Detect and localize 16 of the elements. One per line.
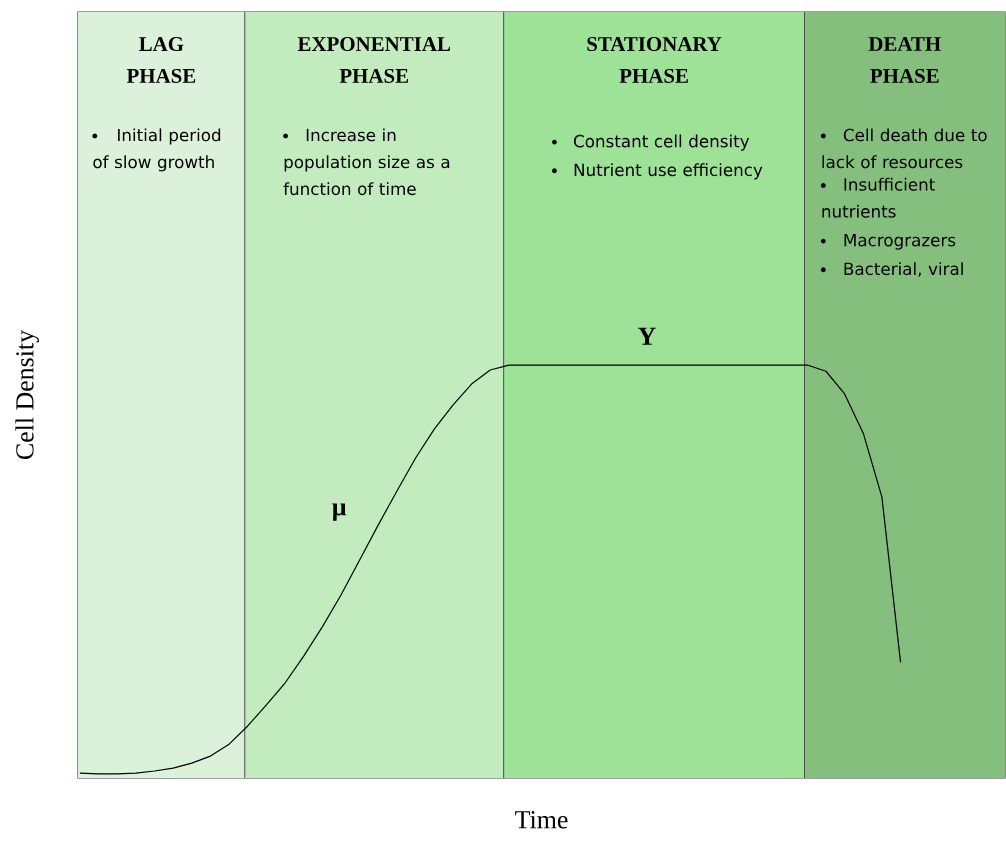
text: Initial period of slow growth [93,128,221,172]
text: Nutrient use efficiency [574,163,763,180]
text: Constant cell density [573,134,750,151]
text: Macrograzers [844,233,956,250]
y-axis-title: Cell Density [15,330,39,460]
text: DEATH PHASE [868,37,941,83]
x-axis-title: Time [515,811,568,829]
text: STATIONARY PHASE [587,37,722,83]
annotation: μ [332,503,347,521]
text: Bacterial, viral [844,262,963,277]
text: Y [638,327,656,345]
text: Increase in population size as a function of time [283,128,450,196]
text: Insufficient nutrients [822,177,935,218]
text: Cell death due to lack of resources [822,128,987,169]
text: EXPONENTIAL PHASE [297,37,451,83]
text: LAG PHASE [126,37,196,83]
